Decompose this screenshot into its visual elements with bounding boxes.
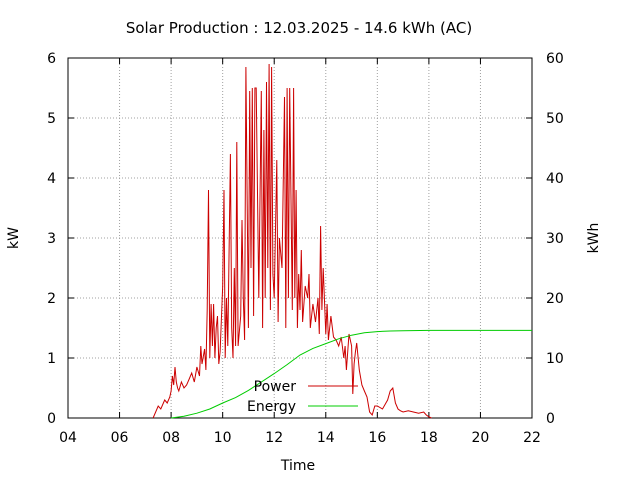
- y-tick-label: 3: [47, 231, 56, 247]
- power-series-line: [152, 63, 432, 419]
- x-tick-label: 14: [317, 430, 335, 446]
- legend-power-label: Power: [254, 379, 297, 395]
- series-layer: [152, 63, 532, 419]
- y2-tick-label: 20: [546, 291, 564, 307]
- y-tick-label: 0: [47, 411, 56, 427]
- x-tick-label: 16: [368, 430, 386, 446]
- energy-series-line: [171, 329, 532, 419]
- legend-energy-label: Energy: [247, 399, 296, 415]
- y2-tick-label: 10: [546, 351, 564, 367]
- y2-tick-label: 50: [546, 111, 564, 127]
- x-tick-label: 18: [420, 430, 438, 446]
- x-tick-label: 04: [59, 430, 77, 446]
- grid: [68, 58, 532, 418]
- y-tick-label: 4: [47, 171, 56, 187]
- y-tick-label: 2: [47, 291, 56, 307]
- y2-tick-label: 40: [546, 171, 564, 187]
- x-axis-label: Time: [280, 458, 315, 474]
- x-tick-label: 06: [111, 430, 129, 446]
- y-axis-label: kW: [6, 227, 22, 249]
- x-tick-label: 22: [523, 430, 541, 446]
- x-tick-label: 08: [162, 430, 180, 446]
- y2-tick-label: 60: [546, 51, 564, 67]
- x-tick-label: 12: [265, 430, 283, 446]
- y2-tick-label: 30: [546, 231, 564, 247]
- y2-tick-label: 0: [546, 411, 555, 427]
- x-tick-label: 20: [472, 430, 490, 446]
- legend: Power Energy: [247, 379, 358, 415]
- x-tick-label: 10: [214, 430, 232, 446]
- y-tick-label: 6: [47, 51, 56, 67]
- y-tick-label: 1: [47, 351, 56, 367]
- y-tick-label: 5: [47, 111, 56, 127]
- y2-axis-label: kWh: [586, 223, 602, 254]
- chart-title: Solar Production : 12.03.2025 - 14.6 kWh…: [126, 19, 472, 37]
